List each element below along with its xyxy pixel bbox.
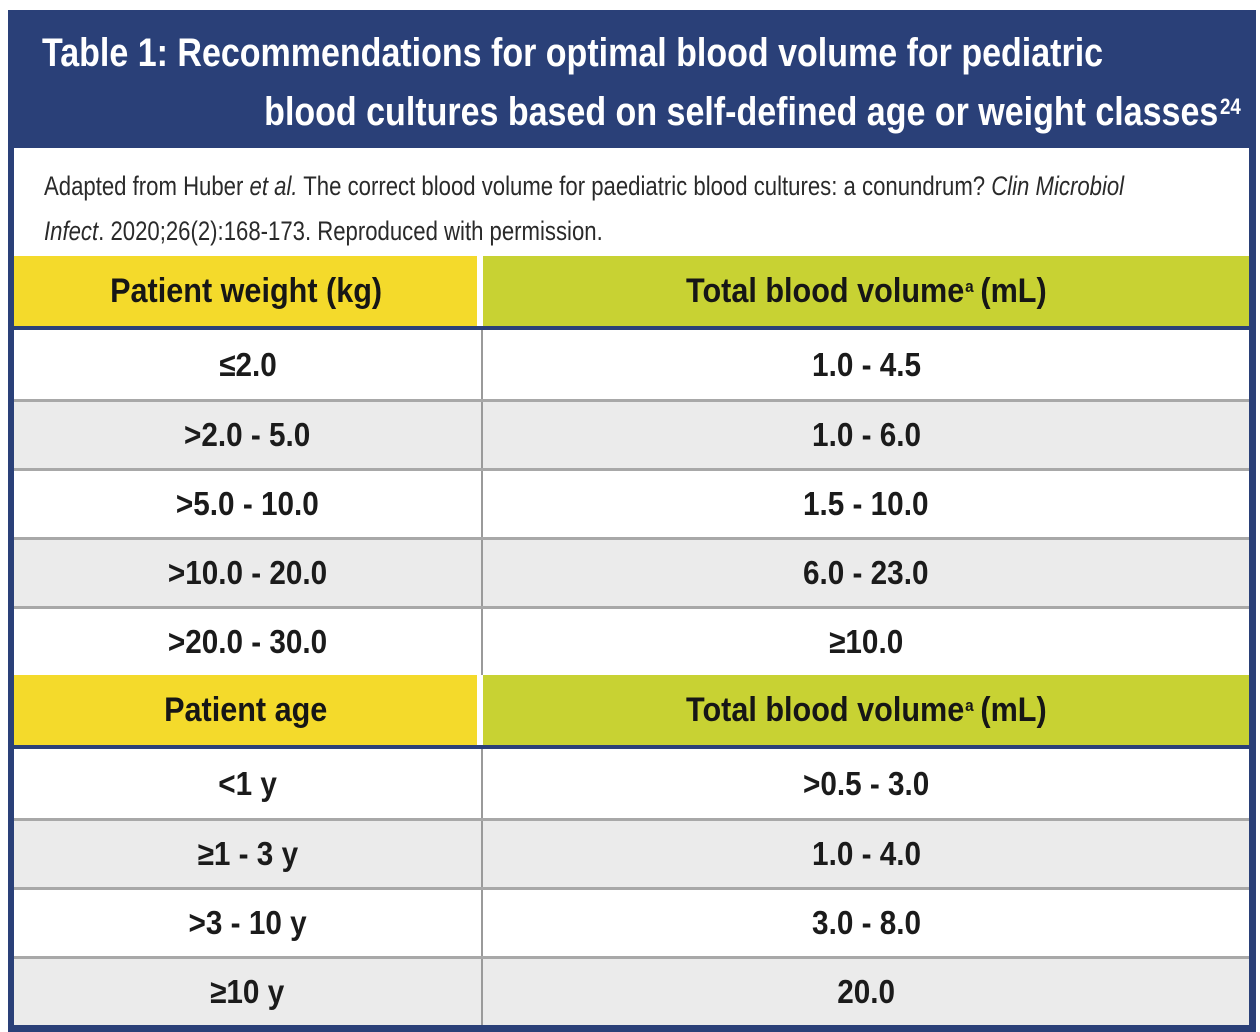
volume-range-cell: 1.0 - 6.0: [811, 416, 921, 453]
volume-range-cell: 6.0 - 23.0: [803, 554, 929, 591]
volume-range-cell: >0.5 - 3.0: [802, 764, 930, 802]
citation-text: Adapted from Huber: [44, 171, 250, 201]
age-range-cell: ≥10 y: [14, 959, 484, 1025]
table-figure: Table 1: Recommendations for optimal blo…: [8, 10, 1256, 1032]
title-reference-superscript: 24: [1219, 94, 1241, 119]
table-row: ≥1 - 3 y 1.0 - 4.0: [14, 818, 1249, 887]
citation-text: . 2020;26(2):168-173. Reproduced with pe…: [98, 216, 603, 246]
weight-range-cell: ≤2.0: [14, 330, 484, 399]
table-row: ≥10 y 20.0: [14, 956, 1249, 1025]
citation-journal: Infect: [44, 216, 99, 246]
weight-range-cell: >20.0 - 30.0: [14, 609, 484, 675]
total-blood-volume-header-label: Total blood volume: [685, 271, 965, 310]
weight-table-header-row: Patient weight (kg) Total blood volumea (…: [14, 256, 1249, 330]
citation-line1: Adapted from Huber et al. The correct bl…: [44, 164, 1124, 209]
volume-range-cell: 20.0: [837, 973, 896, 1010]
age-table-header-row: Patient age Total blood volumea (mL): [14, 675, 1249, 749]
table-title-bar: Table 1: Recommendations for optimal blo…: [8, 10, 1256, 148]
volume-range-cell: ≥10.0: [829, 623, 904, 660]
age-range-cell: <1 y: [14, 749, 484, 818]
table-row: ≤2.0 1.0 - 4.5: [14, 330, 1249, 399]
citation-text: The correct blood volume for paediatric …: [297, 171, 992, 201]
volume-range-cell: 1.0 - 4.5: [811, 345, 921, 383]
volume-range-cell: 1.0 - 4.0: [811, 835, 921, 872]
citation-line2: Infect. 2020;26(2):168-173. Reproduced w…: [44, 209, 1032, 254]
table-row: >10.0 - 20.0 6.0 - 23.0: [14, 537, 1249, 606]
volume-unit-label: (mL): [980, 271, 1047, 310]
table-row: <1 y >0.5 - 3.0: [14, 749, 1249, 818]
volume-range-cell: 1.5 - 10.0: [803, 485, 929, 522]
citation-journal: Clin Microbiol: [991, 171, 1125, 201]
table-title-line1: Table 1: Recommendations for optimal blo…: [8, 26, 1256, 80]
weight-range-cell: >10.0 - 20.0: [14, 540, 484, 606]
volume-range-cell: 3.0 - 8.0: [811, 904, 921, 941]
citation-block: Adapted from Huber et al. The correct bl…: [14, 148, 1249, 256]
age-range-cell: >3 - 10 y: [14, 890, 484, 956]
table-row: >20.0 - 30.0 ≥10.0: [14, 606, 1249, 675]
table-body-frame: Adapted from Huber et al. The correct bl…: [8, 148, 1256, 1032]
patient-age-header: Patient age: [14, 675, 484, 745]
patient-weight-header: Patient weight (kg): [14, 256, 484, 326]
patient-age-header-label: Patient age: [164, 690, 328, 729]
citation-et-al: et al.: [249, 171, 298, 201]
weight-range-cell: >2.0 - 5.0: [14, 402, 484, 468]
total-blood-volume-header-label: Total blood volume: [685, 690, 965, 729]
table-row: >2.0 - 5.0 1.0 - 6.0: [14, 399, 1249, 468]
table-title-line2: blood cultures based on self-defined age…: [8, 80, 1256, 139]
total-blood-volume-header: Total blood volumea (mL): [483, 256, 1249, 326]
table-row: >3 - 10 y 3.0 - 8.0: [14, 887, 1249, 956]
footnote-marker-a: a: [964, 277, 974, 297]
footnote-marker-a: a: [964, 696, 974, 716]
total-blood-volume-header: Total blood volumea (mL): [483, 675, 1249, 745]
table-row: >5.0 - 10.0 1.5 - 10.0: [14, 468, 1249, 537]
table-title-line2-text: blood cultures based on self-defined age…: [264, 90, 1219, 134]
age-range-cell: ≥1 - 3 y: [14, 821, 484, 887]
volume-unit-label: (mL): [980, 690, 1047, 729]
patient-weight-header-label: Patient weight (kg): [109, 271, 382, 310]
weight-range-cell: >5.0 - 10.0: [14, 471, 484, 537]
table-title-line1-text: Table 1: Recommendations for optimal blo…: [42, 31, 1104, 75]
